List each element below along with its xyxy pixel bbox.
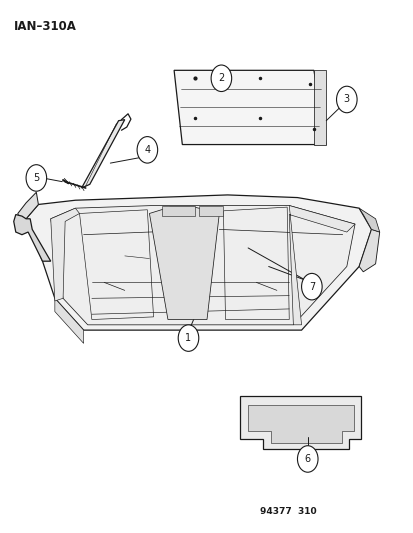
Polygon shape [14,215,51,261]
Polygon shape [55,298,83,343]
Text: IAN–310A: IAN–310A [14,20,76,33]
Polygon shape [358,229,379,272]
Polygon shape [174,70,325,144]
Text: 6: 6 [304,454,310,464]
Text: 4: 4 [144,145,150,155]
Circle shape [211,65,231,92]
Polygon shape [358,208,379,232]
Polygon shape [81,119,124,188]
Circle shape [336,86,356,113]
Polygon shape [26,195,370,330]
Circle shape [26,165,47,191]
Polygon shape [18,192,38,221]
Polygon shape [149,207,219,319]
Text: 1: 1 [185,333,191,343]
Polygon shape [313,70,325,144]
Text: 2: 2 [218,73,224,83]
Text: 5: 5 [33,173,39,183]
Circle shape [301,273,321,300]
Text: 7: 7 [308,281,314,292]
Polygon shape [247,406,354,442]
Circle shape [297,446,317,472]
Polygon shape [289,206,354,325]
Text: 94377  310: 94377 310 [260,507,316,516]
Polygon shape [239,397,360,449]
Polygon shape [198,206,223,216]
Circle shape [178,325,198,351]
Polygon shape [161,206,194,216]
Polygon shape [51,206,354,325]
Text: 3: 3 [343,94,349,104]
Circle shape [137,136,157,163]
Polygon shape [51,208,79,301]
